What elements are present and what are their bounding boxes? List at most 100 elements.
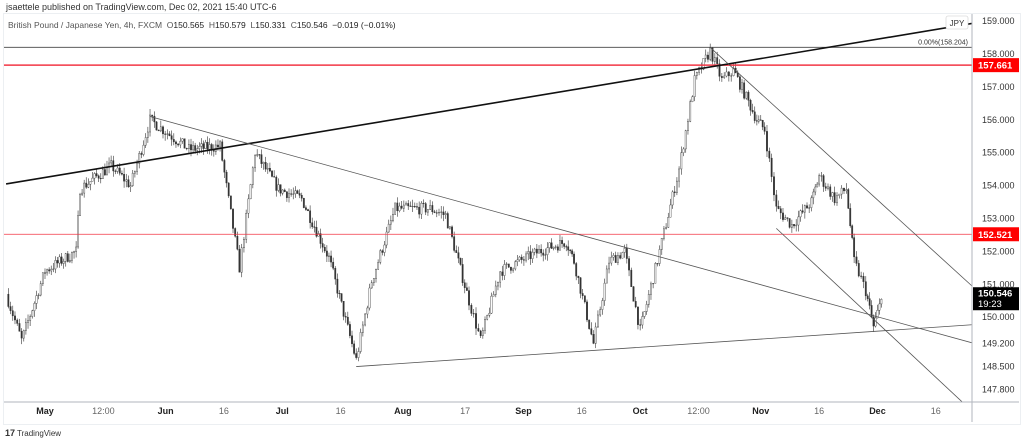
candle — [702, 58, 705, 70]
high-label: H — [208, 20, 216, 30]
candle — [275, 176, 278, 191]
candle — [125, 179, 128, 182]
candle — [833, 192, 836, 204]
candle — [759, 119, 762, 121]
candle — [325, 250, 328, 257]
candle — [698, 67, 700, 73]
candle — [814, 186, 817, 193]
candle — [114, 170, 117, 172]
candle — [227, 182, 230, 197]
candle — [20, 331, 23, 339]
candle — [375, 269, 377, 279]
candle — [864, 281, 867, 297]
candle — [142, 144, 145, 155]
candle — [39, 283, 42, 296]
candle — [799, 210, 802, 218]
candle — [711, 47, 714, 62]
candle — [190, 144, 192, 151]
candle — [97, 175, 100, 179]
candle — [803, 205, 806, 213]
candle — [665, 227, 668, 230]
time-tick-label: May — [36, 406, 54, 416]
candle — [262, 162, 265, 164]
candle — [723, 75, 726, 78]
candle — [766, 131, 768, 152]
candle — [340, 293, 343, 302]
candle — [716, 57, 719, 64]
candle — [247, 198, 250, 214]
candle — [427, 209, 429, 213]
candle — [129, 185, 132, 188]
candle — [164, 133, 167, 135]
candle — [645, 304, 648, 312]
candle — [71, 252, 73, 261]
candle — [763, 126, 766, 132]
candle — [567, 246, 570, 251]
candle — [573, 253, 575, 264]
candle — [481, 330, 484, 336]
price-tick-label: 152.000 — [982, 246, 1015, 256]
candle — [784, 217, 787, 220]
candle — [490, 295, 493, 314]
candle — [583, 295, 586, 303]
trendline — [149, 116, 972, 344]
candle — [431, 205, 434, 213]
time-tick-label: 16 — [336, 406, 346, 416]
candle — [704, 54, 707, 59]
candle — [321, 243, 324, 248]
price-tick-label: 159.000 — [982, 16, 1015, 26]
candle — [689, 101, 692, 122]
candle — [420, 202, 423, 215]
candle — [11, 310, 14, 317]
time-tick-label: Sep — [515, 406, 532, 416]
candle — [99, 178, 102, 180]
candle — [463, 282, 466, 288]
candle — [285, 191, 288, 198]
candle — [755, 120, 758, 122]
candle — [818, 175, 821, 185]
candle — [878, 303, 881, 311]
candle — [62, 261, 65, 264]
candle — [468, 290, 470, 306]
candle — [559, 240, 561, 251]
candle — [273, 176, 276, 178]
candle — [617, 255, 619, 263]
candle — [290, 193, 293, 195]
candle — [639, 324, 642, 326]
candle — [357, 351, 360, 358]
brand-name: TradingView — [17, 429, 62, 438]
footer: 17 TradingView — [5, 428, 61, 438]
time-tick-label: Jun — [158, 406, 174, 416]
candle — [827, 186, 829, 189]
candle — [64, 253, 67, 262]
candle — [353, 343, 356, 354]
candle — [91, 177, 94, 182]
candle — [479, 330, 482, 336]
candle — [264, 162, 267, 170]
candle — [660, 238, 663, 250]
candle — [874, 317, 877, 327]
candle — [503, 264, 506, 276]
candle — [368, 287, 371, 309]
chart-frame — [3, 13, 1021, 425]
candle — [546, 247, 549, 255]
candle — [81, 192, 83, 195]
candle — [18, 323, 21, 332]
candle — [757, 119, 760, 122]
candle — [251, 167, 254, 185]
candle — [400, 205, 403, 209]
candle — [407, 203, 410, 207]
candle — [876, 310, 879, 319]
candle — [747, 91, 750, 101]
candle — [370, 282, 373, 289]
candle — [442, 211, 445, 215]
candle — [810, 197, 813, 208]
price-tick-label: 154.000 — [982, 181, 1015, 191]
candle — [336, 278, 339, 294]
price-level-badge — [973, 227, 1019, 242]
candle — [880, 299, 883, 305]
candle — [7, 293, 10, 307]
candle — [288, 193, 290, 198]
currency-badge-label: JPY — [950, 19, 965, 28]
